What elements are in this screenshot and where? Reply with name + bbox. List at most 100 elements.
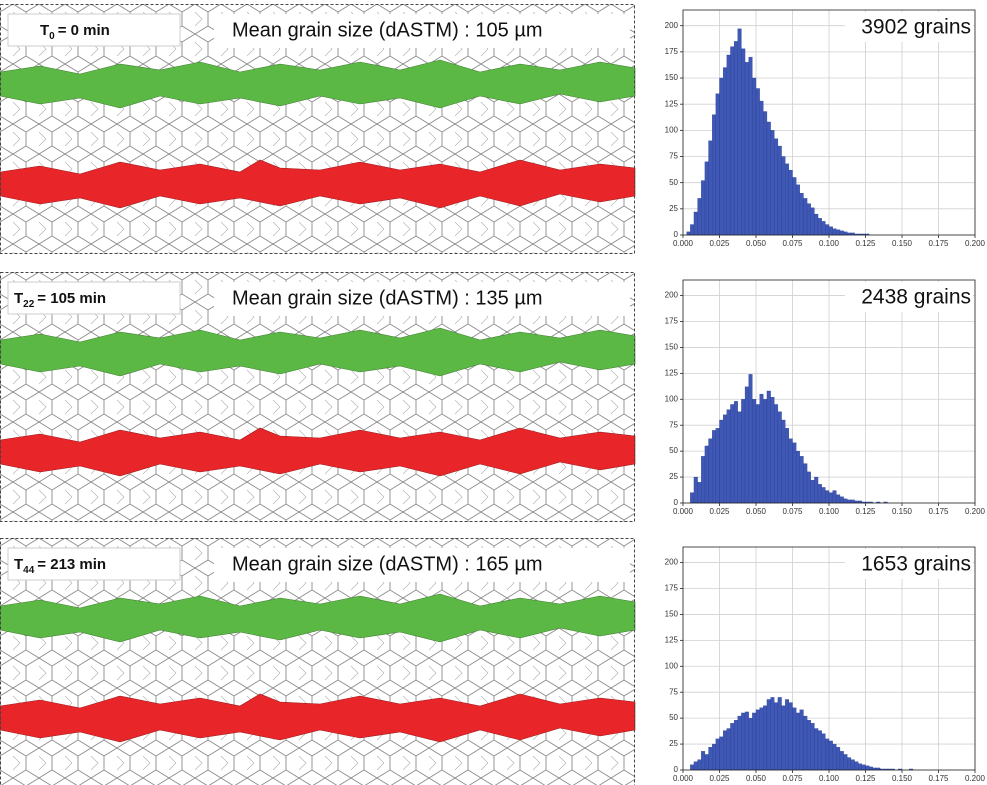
subscript: 0 [49, 31, 55, 42]
bar [770, 130, 775, 236]
annotation: 1653 grains [861, 553, 971, 576]
x-tick-label: 0.125 [855, 507, 876, 516]
x-tick-label: 0.125 [855, 239, 876, 248]
bar [730, 404, 735, 504]
bar [796, 712, 800, 771]
bar [733, 401, 738, 504]
bar [832, 228, 837, 236]
x-tick-label: 0.200 [965, 774, 986, 783]
bar [766, 699, 771, 771]
bar [766, 121, 771, 236]
y-tick-label: 200 [665, 21, 679, 30]
subscript: 44 [23, 565, 35, 576]
bar [814, 476, 819, 504]
bar [788, 438, 793, 504]
bar [803, 198, 808, 236]
x-tick-label: 0.200 [965, 239, 986, 248]
panel: T44 = 213 min Mean grain size (dASTM) : 1… [0, 537, 636, 785]
symbol: T [14, 290, 23, 307]
bar [836, 494, 841, 504]
bar [719, 77, 724, 236]
bar [796, 184, 800, 236]
bar [850, 759, 855, 771]
bar [774, 404, 779, 504]
bar [810, 480, 815, 504]
bar [839, 751, 844, 771]
bar [755, 709, 760, 771]
bar [781, 419, 786, 504]
bar [814, 213, 819, 236]
bar [792, 442, 797, 504]
x-tick-label: 0.125 [855, 774, 876, 783]
x-tick-label: 0.150 [892, 774, 913, 783]
bar [825, 224, 830, 236]
y-tick-label: 0 [674, 230, 679, 239]
bar [744, 711, 749, 771]
mean-grain-size: Mean grain size (dASTM) : 135 µm [232, 287, 543, 309]
bar [759, 393, 764, 504]
bar [777, 145, 782, 236]
panel: T22 = 105 min Mean grain size (dASTM) : 1… [0, 271, 636, 523]
x-tick-label: 0.075 [782, 774, 803, 783]
bar [817, 730, 822, 771]
y-tick-label: 50 [669, 178, 678, 187]
histogram: 0.000 0.025 0.050 0.075 0.100 0.125 0.150 0.175… [665, 9, 986, 248]
bar [836, 229, 841, 236]
bar [741, 48, 746, 236]
bar [825, 738, 830, 771]
bar [759, 707, 764, 771]
bar [752, 712, 757, 771]
x-tick-label: 0.175 [928, 507, 949, 516]
bar [748, 717, 753, 771]
bar [850, 499, 855, 504]
y-tick-label: 25 [669, 204, 678, 213]
bar [763, 111, 768, 236]
y-tick-label: 50 [669, 713, 678, 722]
bar [708, 747, 713, 771]
bar [733, 41, 738, 236]
y-tick-label: 175 [665, 317, 679, 326]
bar [741, 399, 746, 504]
bar [836, 747, 841, 771]
y-tick-label: 200 [665, 558, 679, 567]
x-tick-label: 0.150 [892, 239, 913, 248]
bar [785, 699, 790, 771]
x-tick-label: 0.200 [965, 507, 986, 516]
bar [788, 169, 793, 236]
bar [748, 56, 753, 236]
y-tick-label: 75 [669, 687, 678, 696]
bar [712, 114, 717, 236]
x-tick-label: 0.050 [746, 239, 767, 248]
x-tick-label: 0.000 [673, 239, 694, 248]
bar [737, 411, 742, 504]
bar [792, 707, 797, 771]
bar [715, 428, 720, 504]
bar [712, 743, 717, 771]
bar [737, 715, 742, 771]
bar [781, 705, 786, 771]
bar [817, 484, 822, 504]
bar [690, 224, 695, 236]
x-tick-label: 0.025 [709, 774, 730, 783]
time-label: T22 = 105 min [14, 290, 106, 310]
bar [726, 409, 731, 504]
y-tick-label: 75 [669, 152, 678, 161]
axes-frame [682, 9, 976, 236]
x-tick-label: 0.100 [819, 239, 840, 248]
y-tick-label: 125 [665, 635, 679, 644]
bar [796, 450, 800, 504]
y-tick-label: 25 [669, 739, 678, 748]
bar [708, 140, 713, 236]
bar [825, 490, 830, 504]
x-tick-label: 0.025 [709, 239, 730, 248]
bar [704, 754, 709, 771]
axes-frame [682, 546, 976, 771]
bar [712, 430, 717, 504]
bar [806, 720, 811, 771]
bar [814, 728, 819, 771]
bar [839, 230, 844, 236]
annotation-bg [845, 12, 973, 42]
bar [690, 764, 695, 771]
bar [755, 404, 760, 504]
